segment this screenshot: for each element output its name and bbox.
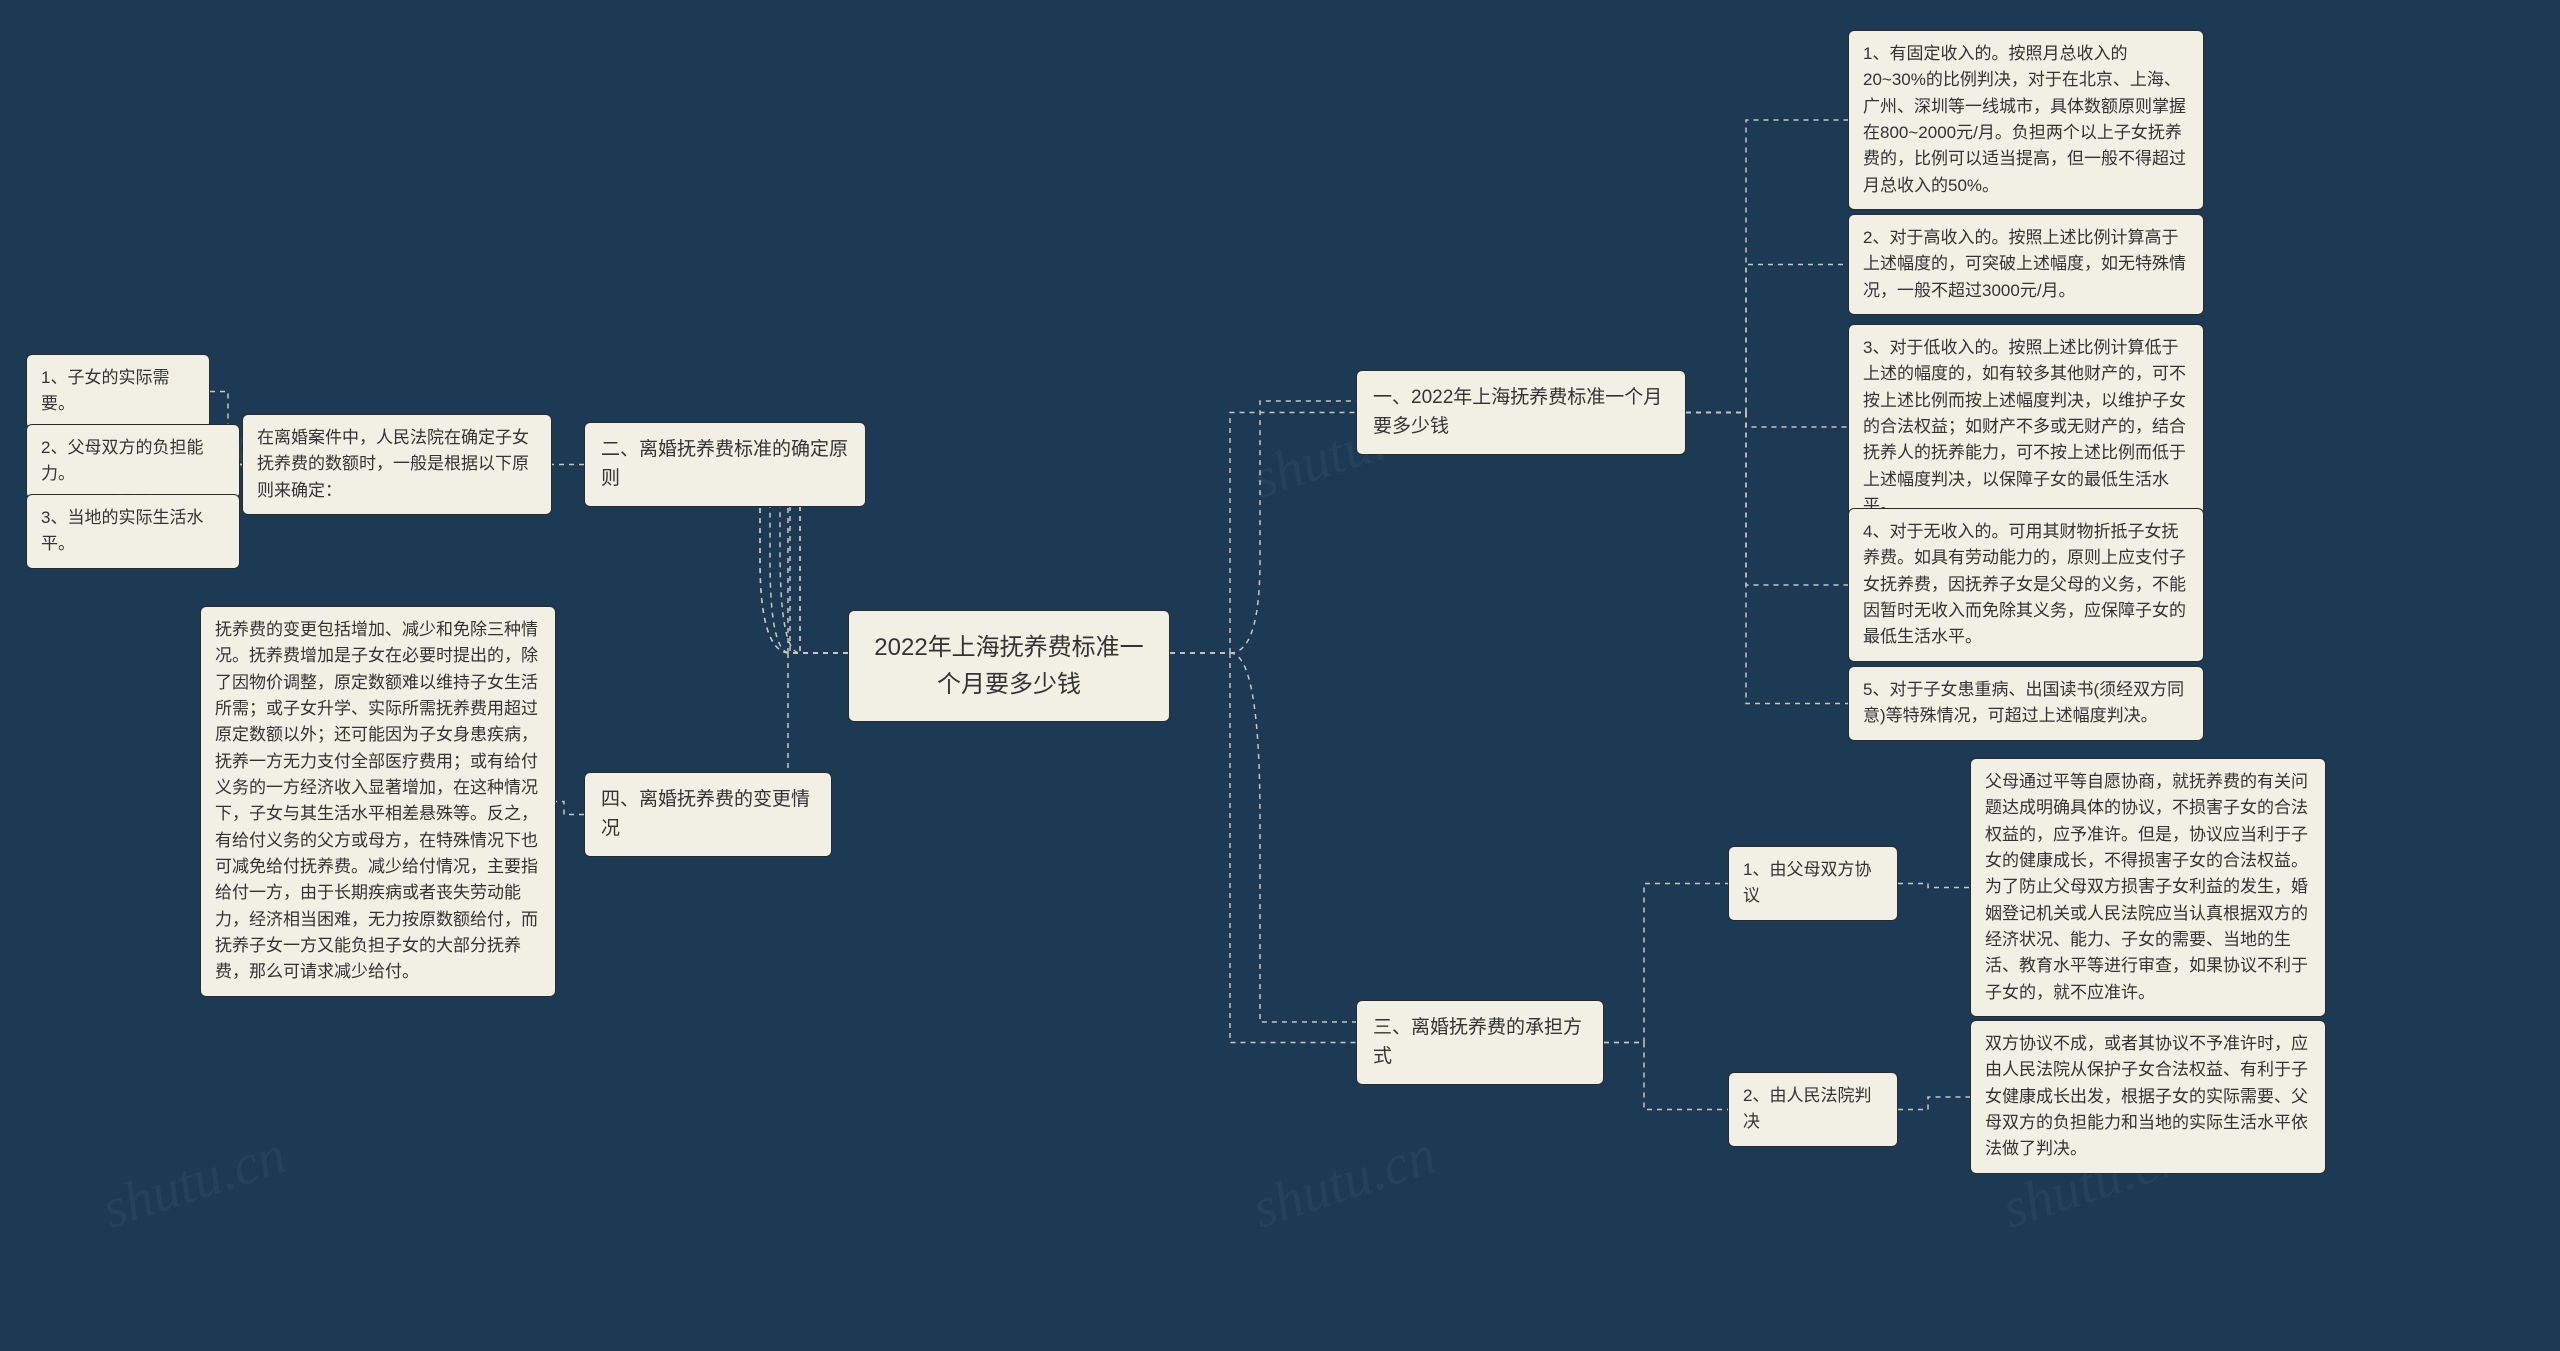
b1c1: 1、有固定收入的。按照月总收入的20~30%的比例判决，对于在北京、上海、广州、… [1848, 30, 2204, 210]
watermark: shutu.cn [95, 1122, 294, 1241]
b2c1: 1、子女的实际需要。 [26, 354, 210, 429]
b3c2-label: 2、由人民法院判决 [1728, 1072, 1898, 1147]
b2c3: 3、当地的实际生活水平。 [26, 494, 240, 569]
center-node: 2022年上海抚养费标准一个月要多少钱 [848, 610, 1170, 722]
b4c1: 抚养费的变更包括增加、减少和免除三种情况。抚养费增加是子女在必要时提出的，除了因… [200, 606, 556, 997]
b1: 一、2022年上海抚养费标准一个月要多少钱 [1356, 370, 1686, 455]
b2: 二、离婚抚养费标准的确定原则 [584, 422, 866, 507]
b2c2: 2、父母双方的负担能力。 [26, 424, 240, 499]
b3c2-text: 双方协议不成，或者其协议不予准许时，应由人民法院从保护子女合法权益、有利于子女健… [1970, 1020, 2326, 1174]
watermark: shutu.cn [1245, 1122, 1444, 1241]
b1c3: 3、对于低收入的。按照上述比例计算低于上述的幅度的，如有较多其他财产的，可不按上… [1848, 324, 2204, 530]
b3: 三、离婚抚养费的承担方式 [1356, 1000, 1604, 1085]
b1c2: 2、对于高收入的。按照上述比例计算高于上述幅度的，可突破上述幅度，如无特殊情况，… [1848, 214, 2204, 315]
b3c1-text: 父母通过平等自愿协商，就抚养费的有关问题达成明确具体的协议，不损害子女的合法权益… [1970, 758, 2326, 1017]
b1c5: 5、对于子女患重病、出国读书(须经双方同意)等特殊情况，可超过上述幅度判决。 [1848, 666, 2204, 741]
b3c1-label: 1、由父母双方协议 [1728, 846, 1898, 921]
b1c4: 4、对于无收入的。可用其财物折抵子女抚养费。如具有劳动能力的，原则上应支付子女抚… [1848, 508, 2204, 662]
b2-mid: 在离婚案件中，人民法院在确定子女抚养费的数额时，一般是根据以下原则来确定： [242, 414, 552, 515]
b4: 四、离婚抚养费的变更情况 [584, 772, 832, 857]
